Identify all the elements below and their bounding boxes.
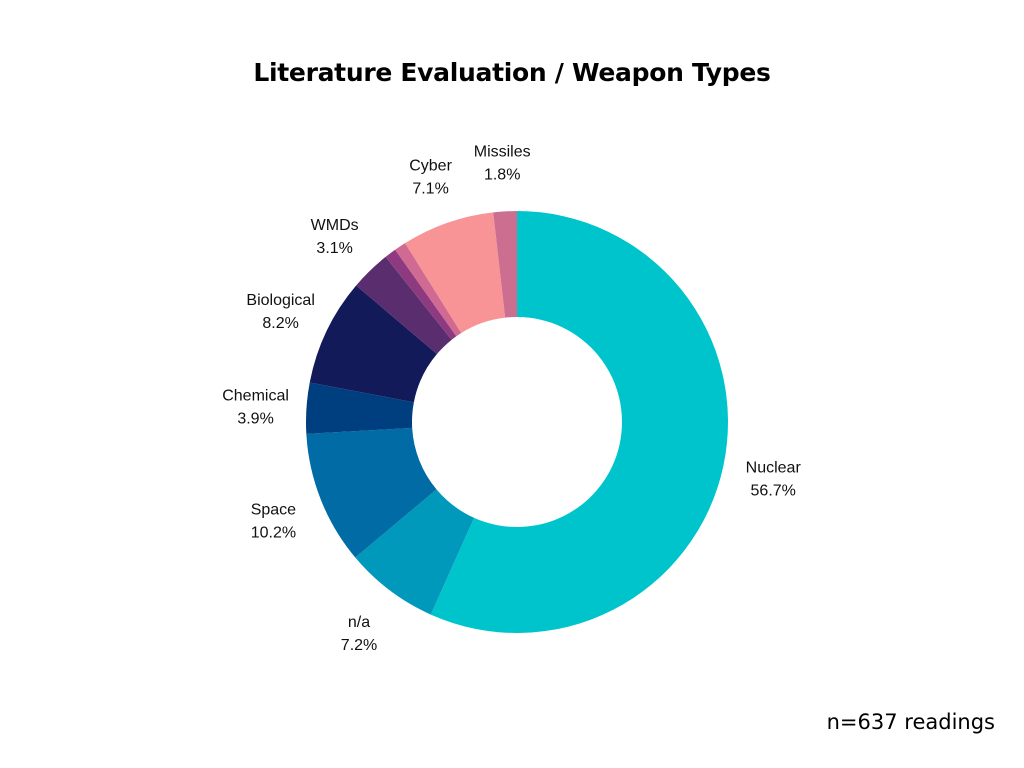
- sample-size-note: n=637 readings: [826, 710, 995, 734]
- slice-labels: Nuclear 56.7% n/a 7.2% Space 10.2% Chemical 3.9…: [222, 143, 801, 654]
- slice-biological: [309, 285, 437, 403]
- slice-space: [306, 427, 437, 558]
- slice-unlabeled-6: [385, 249, 457, 340]
- slice-label: n/a 7.2%: [341, 614, 377, 654]
- slice-label: Cyber 7.1%: [409, 158, 452, 198]
- slice-cyber: [405, 212, 506, 333]
- slice-n-a: [355, 489, 475, 615]
- slice-nuclear: [430, 211, 728, 633]
- slice-label: Chemical 3.9%: [222, 388, 289, 428]
- slice-unlabeled-7: [395, 243, 462, 337]
- slice-chemical: [306, 382, 414, 434]
- slice-wmds: [356, 256, 452, 355]
- slice-missiles: [493, 211, 517, 318]
- slice-label: WMDs 3.1%: [311, 217, 359, 257]
- slice-label: Biological 8.2%: [246, 292, 314, 332]
- slice-label: Missiles 1.8%: [474, 143, 531, 183]
- slice-label: Nuclear 56.7%: [746, 460, 802, 500]
- chart-title: Literature Evaluation / Weapon Types: [253, 58, 771, 87]
- slice-label: Space 10.2%: [251, 501, 296, 541]
- donut-slices: [306, 211, 728, 633]
